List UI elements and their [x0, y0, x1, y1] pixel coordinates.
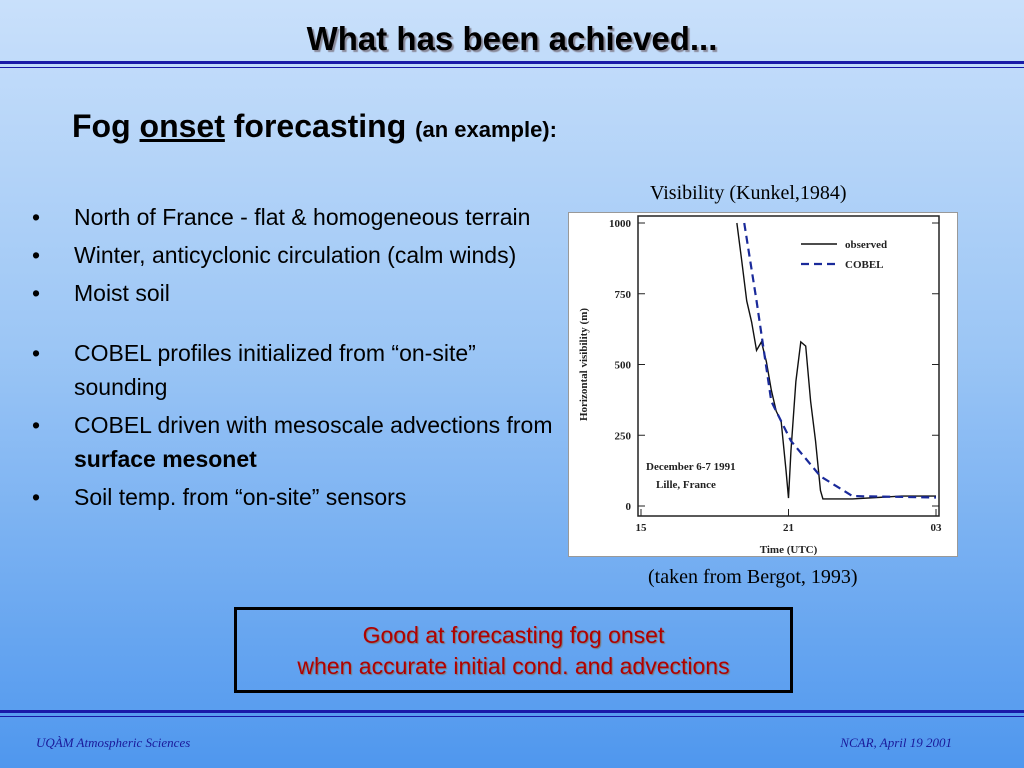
title-rule [0, 67, 1024, 68]
annotation: December 6-7 1991 [646, 461, 736, 473]
y-tick-label: 1000 [609, 218, 632, 230]
bullet: COBEL profiles initialized from “on-site… [30, 336, 560, 404]
conclusion-box: Good at forecasting fog onset when accur… [234, 607, 793, 693]
figure-source: (taken from Bergot, 1993) [648, 566, 858, 588]
footer-left: UQÀM Atmospheric Sciences [36, 735, 191, 750]
legend-label: COBEL [845, 259, 884, 271]
conclusion-line: Good at forecasting fog onset [362, 622, 665, 648]
bullet-bold: surface mesonet [74, 446, 257, 472]
bullet-text: COBEL driven with mesoscale advections f… [74, 412, 553, 438]
bullet-text: Soil temp. from “on-site” sensors [74, 484, 407, 510]
title-rule [0, 61, 1024, 64]
bullet-text: Moist soil [74, 280, 170, 306]
bullet-text: North of France - flat & homogeneous ter… [74, 204, 531, 230]
bullet: Moist soil [30, 276, 560, 310]
footer-rule [0, 710, 1024, 713]
legend-label: observed [845, 239, 887, 251]
bullet: North of France - flat & homogeneous ter… [30, 200, 560, 234]
footer-right: NCAR, April 19 2001 [840, 735, 952, 750]
x-axis-label: Time (UTC) [760, 544, 818, 556]
bullet: Winter, anticyclonic circulation (calm w… [30, 238, 560, 272]
bullet-list: North of France - flat & homogeneous ter… [30, 200, 560, 518]
y-axis-label: Horizontal visibility (m) [578, 308, 590, 421]
x-tick-label: 15 [636, 522, 648, 534]
annotation: Lille, France [656, 479, 716, 491]
series-line [736, 222, 936, 500]
series-line [743, 222, 937, 499]
x-tick-label: 03 [931, 522, 943, 534]
annotation-bg [643, 456, 769, 496]
y-tick-label: 750 [615, 289, 632, 301]
x-tick-label: 21 [783, 522, 794, 534]
subtitle-underlined: onset [139, 108, 225, 144]
subtitle: Fog onset forecasting (an example): [72, 108, 557, 145]
slide-title: What has been achieved... [306, 20, 718, 57]
y-tick-label: 0 [626, 501, 632, 513]
subtitle-text: forecasting [233, 108, 407, 144]
y-tick-label: 500 [615, 360, 632, 372]
bullet: Soil temp. from “on-site” sensors [30, 480, 560, 514]
y-tick-label: 250 [615, 430, 632, 442]
figure: 0 250 500 750 1000 15 21 03 Time (UTC) Horizontal… [568, 212, 958, 557]
conclusion-line: when accurate initial cond. and advectio… [297, 653, 730, 679]
bullet-text: Winter, anticyclonic circulation (calm w… [74, 242, 517, 268]
subtitle-text: Fog [72, 108, 131, 144]
figure-caption: Visibility (Kunkel,1984) [650, 182, 847, 204]
bullet-text: COBEL profiles initialized from “on-site… [74, 340, 476, 400]
bullet: COBEL driven with mesoscale advections f… [30, 408, 560, 476]
footer-rule [0, 716, 1024, 717]
subtitle-note: (an example): [415, 117, 557, 142]
